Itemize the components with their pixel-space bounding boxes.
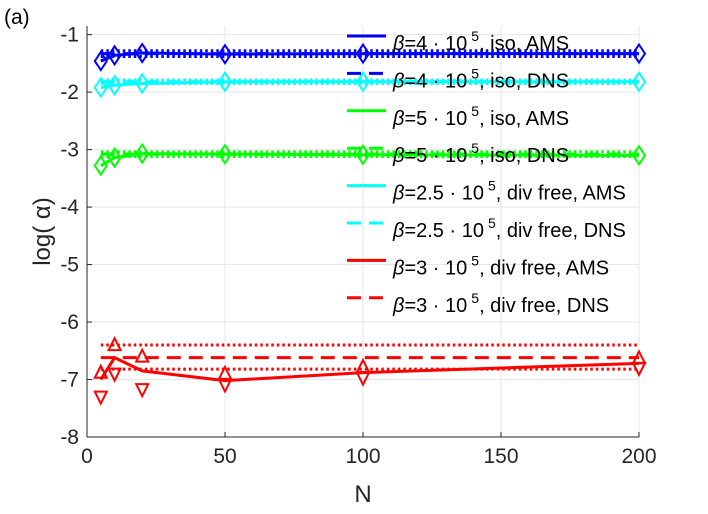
y-tick-label: -6 — [60, 311, 79, 334]
y-tick-label: -3 — [60, 139, 79, 162]
y-tick-label: -8 — [60, 426, 79, 449]
legend-value: =2.5 · 10 — [404, 183, 484, 205]
legend-entry-5: β=2.5 · 10 5, div free, DNS — [347, 215, 626, 242]
legend-exponent: 5 — [471, 65, 479, 81]
legend-description: , iso, AMS — [479, 108, 569, 130]
legend-beta-symbol: β — [392, 257, 404, 279]
triangle-down-marker — [93, 390, 109, 406]
triangle-up-marker — [134, 347, 150, 363]
legend-entry-3: β=5 · 10 5, iso, DNS — [347, 140, 569, 167]
legend-description: , iso, DNS — [479, 70, 569, 92]
legend-beta-symbol: β — [392, 295, 404, 317]
legend-value: =3 · 10 — [404, 295, 467, 317]
legend-label: β=2.5 · 10 5, div free, AMS — [392, 178, 626, 205]
legend-label: β=3 · 10 5, div free, AMS — [392, 252, 609, 279]
legend-label: β=4 · 10 5, iso, DNS — [392, 65, 569, 92]
triangle-down-marker — [355, 371, 371, 387]
legend-exponent: 5 — [471, 28, 479, 44]
triangle-up-marker — [93, 363, 109, 379]
legend-beta-symbol: β — [392, 145, 404, 167]
legend-entry-2: β=5 · 10 5, iso, AMS — [347, 103, 569, 130]
y-tick-label: -7 — [60, 369, 79, 392]
panel-label: (a) — [4, 6, 30, 29]
legend-label: β=4 · 10 5, iso, AMS — [392, 28, 569, 55]
legend-beta-symbol: β — [392, 183, 404, 205]
legend-value: =4 · 10 — [404, 70, 467, 92]
x-tick-label: 0 — [81, 445, 93, 468]
legend-exponent: 5 — [488, 178, 496, 194]
series-1 — [100, 49, 639, 58]
legend-exponent: 5 — [488, 215, 496, 231]
series-5 — [100, 78, 639, 85]
y-axis-label: log( α) — [29, 197, 56, 266]
legend-description: , iso, DNS — [479, 145, 569, 167]
legend-description: , div free, DNS — [479, 295, 609, 317]
legend-value: =4 · 10 — [404, 33, 467, 55]
legend-beta-symbol: β — [392, 33, 404, 55]
series-6 — [93, 335, 647, 406]
legend-beta-symbol: β — [392, 220, 404, 242]
legend-value: =5 · 10 — [404, 108, 467, 130]
series-layer — [93, 42, 647, 406]
x-tick-label: 200 — [621, 445, 656, 468]
legend-value: =3 · 10 — [404, 257, 467, 279]
x-axis-label: N — [354, 481, 371, 508]
legend-label: β=5 · 10 5, iso, AMS — [392, 103, 569, 130]
diamond-marker — [93, 154, 109, 177]
diamond-marker — [93, 76, 109, 99]
axes: 0 50 100 150 200 -8 -7 -6 -5 -4 -3 -2 -1 — [60, 24, 656, 468]
x-tick-label: 150 — [483, 445, 518, 468]
legend-entry-4: β=2.5 · 10 5, div free, AMS — [347, 178, 626, 205]
legend-value: =2.5 · 10 — [404, 220, 484, 242]
legend-exponent: 5 — [471, 290, 479, 306]
y-tick-label: -1 — [60, 24, 79, 47]
legend-description: , div free, AMS — [479, 257, 609, 279]
legend-label: β=3 · 10 5, div free, DNS — [392, 290, 609, 317]
triangle-down-marker — [134, 383, 150, 399]
series-7 — [100, 343, 639, 371]
legend-entry-6: β=3 · 10 5, div free, AMS — [347, 252, 609, 279]
diamond-marker — [93, 50, 109, 72]
ams-line — [99, 355, 640, 383]
triangle-down-marker — [106, 367, 123, 383]
legend-beta-symbol: β — [392, 108, 404, 130]
series-3 — [100, 150, 639, 158]
legend-label: β=5 · 10 5, iso, DNS — [392, 140, 569, 167]
legend-exponent: 5 — [471, 103, 479, 119]
y-tick-label: -2 — [60, 81, 79, 104]
legend-exponent: 5 — [471, 140, 479, 156]
legend-entry-7: β=3 · 10 5, div free, DNS — [347, 290, 609, 317]
legend-beta-symbol: β — [392, 70, 404, 92]
y-tick-label: -5 — [60, 254, 79, 277]
legend-exponent: 5 — [471, 252, 479, 268]
legend-entry-0: β=4 · 10 5, iso, AMS — [347, 28, 569, 55]
triangle-down-marker — [217, 378, 233, 394]
y-tick-label: -4 — [60, 196, 79, 219]
x-tick-label: 100 — [345, 445, 380, 468]
legend-description: , div free, DNS — [496, 220, 626, 242]
x-tick-label: 50 — [213, 445, 236, 468]
legend-value: =5 · 10 — [404, 145, 467, 167]
legend-description: , div free, AMS — [496, 183, 626, 205]
legend-entry-1: β=4 · 10 5, iso, DNS — [347, 65, 569, 92]
legend-description: , iso, AMS — [479, 33, 569, 55]
legend-label: β=2.5 · 10 5, div free, DNS — [392, 215, 626, 242]
